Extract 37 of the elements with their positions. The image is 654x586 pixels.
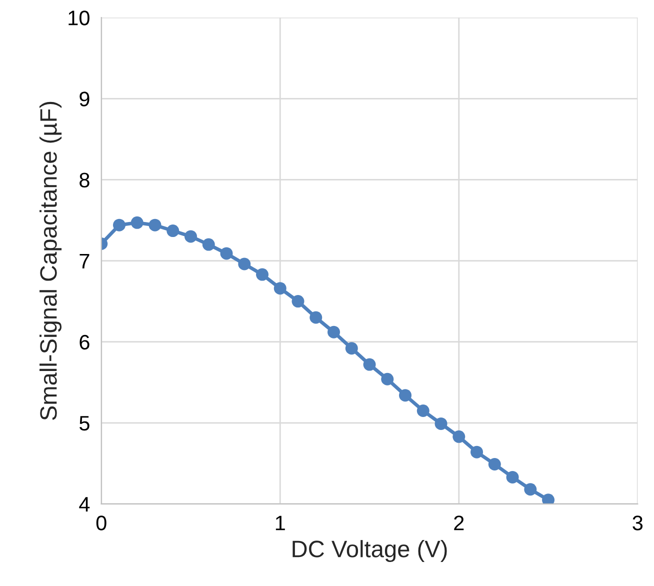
y-tick-label: 10 (68, 10, 90, 26)
point (399, 389, 412, 402)
y-tick-label: 9 (80, 92, 90, 106)
point (310, 311, 322, 324)
point (434, 417, 448, 430)
point (238, 258, 251, 270)
point (166, 224, 180, 238)
x-tick-label: 3 (632, 516, 643, 530)
point (488, 458, 501, 470)
y-tick-label: 5 (80, 416, 90, 431)
y-tick-label: 6 (80, 334, 90, 350)
point (184, 230, 197, 243)
x-tick-label: 2 (454, 516, 464, 530)
point (524, 483, 537, 496)
y-tick-label: 4 (79, 497, 90, 512)
point (256, 268, 269, 281)
point (112, 218, 126, 232)
point (202, 238, 215, 251)
point (274, 282, 286, 295)
x-tick-label: 0 (96, 516, 106, 530)
y-axis-title: Small-Signal Capacitance (µF) (40, 102, 62, 420)
point (470, 446, 484, 458)
point (506, 470, 519, 484)
point (292, 295, 304, 308)
point (345, 342, 358, 355)
point (130, 216, 144, 229)
point (363, 358, 376, 371)
y-tick-label: 8 (80, 172, 90, 188)
point (416, 404, 430, 417)
point (220, 247, 233, 260)
x-axis-title: DC Voltage (V) (292, 540, 447, 562)
point (328, 326, 340, 338)
point (452, 430, 466, 443)
y-tick-label: 7 (80, 254, 90, 268)
point (381, 372, 394, 386)
point (148, 218, 162, 232)
x-tick-label: 1 (276, 516, 285, 530)
